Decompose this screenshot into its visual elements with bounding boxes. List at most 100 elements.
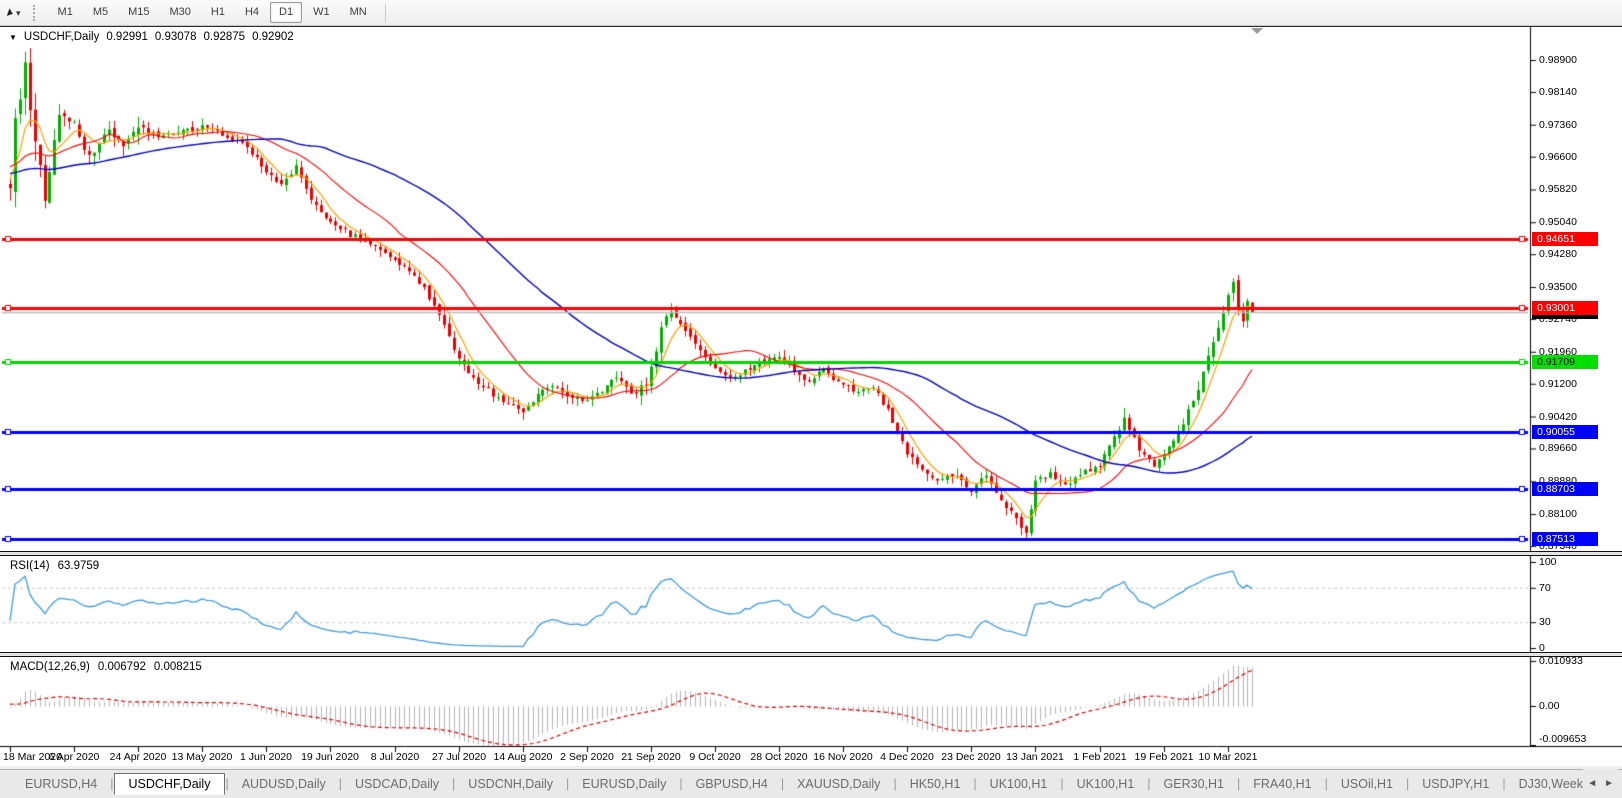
tab-divider: | (452, 777, 456, 791)
tab-divider: | (780, 777, 785, 791)
date-axis-label: 2 Sep 2020 (560, 751, 614, 763)
chart-tab-usdcnh-daily[interactable]: USDCNH,Daily (468, 777, 554, 791)
tab-divider: | (1502, 777, 1506, 791)
price-axis-label: 0.91960 (1539, 345, 1577, 358)
price-axis-label: 0.89660 (1539, 442, 1577, 455)
date-axis-label: 13 Jan 2021 (1006, 751, 1064, 763)
date-axis-label: 27 Jul 2020 (431, 751, 487, 763)
date-axis-label: 13 May 2020 (171, 751, 233, 763)
rsi-name: RSI(14) (10, 560, 50, 572)
tab-scroll-arrows: ◄ ► (1583, 769, 1618, 798)
timeframe-button-m30[interactable]: M30 (169, 6, 191, 18)
chart-shift-icon[interactable] (1251, 28, 1263, 34)
chart-tab-dj30-weekly[interactable]: DJ30,Weekly (1518, 777, 1593, 791)
rsi-panel-splitter[interactable] (0, 551, 1622, 556)
macd-axis-label: 0.010933 (1539, 654, 1583, 667)
price-axis-label: 0.95820 (1539, 183, 1577, 196)
price-axis-label: 0.96600 (1539, 150, 1577, 163)
price-axis-label: 0.91200 (1539, 377, 1577, 390)
chart-tab-audusd-daily[interactable]: AUDUSD,Daily (241, 777, 326, 791)
price-axis-label: 0.97360 (1539, 118, 1577, 131)
tab-divider: | (1060, 777, 1064, 791)
quote-high: 0.93078 (154, 31, 197, 43)
tab-divider: | (679, 777, 683, 791)
chart-tab-hk50-h1[interactable]: HK50,H1 (909, 777, 961, 791)
tab-divider: | (1405, 777, 1410, 791)
date-axis-label: 14 Aug 2020 (493, 751, 553, 763)
chart-tab-usoil-h1[interactable]: USOil,H1 (1340, 777, 1393, 791)
dropdown-caret-icon: ▾ (16, 7, 21, 18)
quote-open: 0.92991 (106, 31, 148, 43)
hline-price-tag[interactable]: 0.88703 (1532, 481, 1598, 496)
chart-tab-gbpusd-h4[interactable]: GBPUSD,H4 (695, 777, 768, 791)
macd-panel-splitter[interactable] (0, 652, 1622, 657)
date-axis-label: 18 Mar 2020 (3, 751, 62, 763)
date-axis-label: 23 Dec 2020 (941, 751, 1001, 763)
date-axis-label: 6 Apr 2020 (48, 751, 100, 763)
tab-divider: | (1324, 777, 1328, 791)
rsi-axis-label: 100 (1539, 556, 1557, 568)
hline-price-tag[interactable]: 0.94651 (1532, 231, 1598, 246)
rsi-value: 63.9759 (57, 560, 100, 572)
price-axis-label: 0.93500 (1539, 281, 1577, 294)
chart-tab-eurusd-h4[interactable]: EURUSD,H4 (25, 777, 98, 791)
chart-tab-fra40-h1[interactable]: FRA40,H1 (1253, 777, 1312, 791)
chart-tab-bar: EURUSD,H4 | USDCHF,Daily | AUDUSD,Daily | USDC… (0, 769, 1622, 798)
timeframe-button-h1[interactable]: H1 (210, 6, 225, 18)
quote-low: 0.92875 (203, 31, 246, 43)
hline-price-tag[interactable]: 0.87513 (1532, 531, 1598, 546)
timeframe-button-m1[interactable]: M1 (57, 6, 73, 18)
timeframe-button-m5[interactable]: M5 (92, 6, 109, 18)
tab-divider: | (225, 777, 229, 791)
tab-divider: | (338, 777, 342, 791)
toolbar: ▾ M1 M5 M15 M30 H1 H4 D1 W1 MN (0, 0, 1622, 26)
tab-divider: | (893, 777, 897, 791)
timeframe-button-mn[interactable]: MN (349, 6, 367, 18)
timeframe-button-m15[interactable]: M15 (128, 6, 150, 18)
macd-panel-label: MACD(12,26,9) 0.006792 0.008215 (10, 661, 202, 673)
toolbar-grip[interactable] (32, 4, 38, 21)
hline-price-tag[interactable]: 0.93001 (1532, 301, 1598, 315)
date-axis-label: 1 Feb 2021 (1073, 751, 1127, 763)
chart-tab-ger30-h1[interactable]: GER30,H1 (1163, 777, 1224, 791)
date-axis-label: 24 Apr 2020 (109, 751, 167, 763)
chart-tab-eurusd-daily[interactable]: EURUSD,Daily (582, 777, 667, 791)
tab-scroll-left-icon[interactable]: ◄ (1587, 778, 1598, 789)
timeframe-button-w1[interactable]: W1 (313, 6, 330, 18)
date-axis-label: 10 Mar 2021 (1198, 751, 1258, 763)
tab-divider: | (110, 777, 114, 791)
chart-tab-usdjpy-h1[interactable]: USDJPY,H1 (1422, 777, 1490, 791)
price-axis-label: 0.95040 (1539, 216, 1577, 229)
hline-price-tag[interactable]: 0.90055 (1532, 424, 1598, 439)
rsi-panel-label: RSI(14) 63.9759 (10, 560, 99, 572)
rsi-axis-label: 70 (1539, 581, 1551, 594)
chart-tab-usdchf-daily[interactable]: USDCHF,Daily (113, 773, 226, 795)
chart-tab-usdcad-daily[interactable]: USDCAD,Daily (355, 777, 440, 791)
chart-tab-uk100-h1[interactable]: UK100,H1 (1076, 777, 1135, 791)
date-axis-label: 8 Jul 2020 (370, 751, 420, 763)
chart-tab-uk100-h1[interactable]: UK100,H1 (989, 777, 1048, 791)
rsi-axis-label: 30 (1539, 616, 1551, 629)
rsi-axis-label: 0 (1539, 642, 1545, 654)
tab-divider: | (566, 777, 570, 791)
price-axis-label: 0.88100 (1539, 508, 1577, 521)
toolbar-separator (384, 3, 386, 22)
tab-scroll-right-icon[interactable]: ► (1604, 778, 1614, 789)
hline-price-tag[interactable]: 0.91709 (1532, 355, 1598, 370)
timeframe-buttons: M1 M5 M15 M30 H1 H4 D1 W1 MN (48, 2, 377, 23)
date-axis-label: 4 Dec 2020 (880, 751, 934, 763)
timeframe-button-h4[interactable]: H4 (244, 6, 260, 18)
tab-divider: | (1147, 777, 1151, 791)
date-axis-label: 19 Feb 2021 (1134, 751, 1194, 763)
crosshair-tool-button[interactable]: ▾ (0, 6, 27, 20)
collapse-chart-icon[interactable]: ▼ (9, 32, 17, 42)
price-axis-label: 0.90420 (1539, 410, 1577, 423)
price-axis-label: 0.98140 (1539, 85, 1577, 98)
tab-divider: | (1237, 777, 1241, 791)
date-axis-label: 21 Sep 2020 (621, 751, 681, 763)
chart-title-bar: ▼ USDCHF,Daily 0.92991 0.93078 0.92875 0… (9, 31, 294, 43)
cursor-tool-icon (6, 7, 15, 18)
timeframe-button-d1[interactable]: D1 (270, 2, 303, 23)
chart-tab-xauusd-daily[interactable]: XAUUSD,Daily (797, 777, 881, 791)
